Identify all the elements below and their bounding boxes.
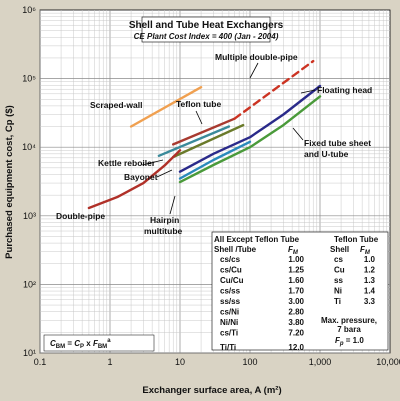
series-line-floating-head: [178, 84, 322, 173]
x-tick-label: 10: [175, 357, 185, 367]
teflon-row-fm: 1.3: [364, 276, 376, 285]
teflon-row-shell: Ti: [334, 297, 341, 306]
series-line-bayonet: [171, 123, 245, 159]
series-line-hairpin-multitube: [178, 140, 252, 180]
teflon-row-fm: 1.4: [364, 287, 376, 296]
label-teflon-tube: Teflon tube: [176, 99, 221, 109]
annotation-arrows: [141, 62, 316, 215]
material-row-shell: cs/Ti: [220, 329, 238, 338]
arrow-fixed-tube: [292, 127, 304, 141]
teflon-row-shell: Ni: [334, 287, 342, 296]
material-table-rows: cs/cs 1.00 cs/Cu 1.25 Cu/Cu 1.60 cs/ss 1.70 ss/s…: [220, 255, 305, 352]
arrow-multiple-double-pipe: [249, 62, 259, 79]
x-tick-label: 1: [107, 357, 112, 367]
teflon-row-fm: 3.3: [364, 297, 376, 306]
series-line-double-pipe: [87, 149, 182, 210]
x-tick-label: 10,000: [376, 357, 400, 367]
teflon-table-title: Teflon Tube: [334, 235, 379, 244]
y-tick-label: 10¹: [23, 348, 36, 358]
label-bayonet: Bayonet: [124, 172, 158, 182]
title-box: [141, 16, 271, 43]
label-hairpin: Hairpin: [150, 215, 179, 225]
material-row-fm: 3.80: [288, 318, 304, 327]
series-line-fixed-tube-sheet-and-u-tube: [178, 95, 322, 184]
teflon-row-fm: 1.2: [364, 266, 376, 275]
x-tick-label: 0.1: [34, 357, 47, 367]
material-row-fm: 1.00: [288, 255, 304, 264]
teflon-table-col-shell: Shell: [330, 245, 349, 254]
material-table-col-fm: FM: [288, 245, 299, 256]
formula: CBM = CP x FBMa: [50, 338, 111, 350]
material-row-shell: Cu/Cu: [220, 276, 244, 285]
teflon-table-rows: cs 1.0 Cu 1.2 ss 1.3 Ni 1.4 Ti 3.3: [334, 255, 376, 306]
label-kettle-reboiler: Kettle reboiler: [98, 158, 156, 168]
y-tick-label: 10³: [23, 211, 36, 221]
ticks: 0.1 1 10 100 1,000 10,000 10¹ 10² 10³ 10⁴ 10⁵ 10⁶: [22, 5, 400, 367]
material-table-col-shell: Shell /Tube: [214, 245, 257, 254]
teflon-row-fm: 1.0: [364, 255, 376, 264]
teflon-note-pressure: Max. pressure,: [321, 316, 377, 325]
material-row-fm: 7.20: [288, 329, 304, 338]
label-fixed-tube-sheet: Fixed tube sheet: [304, 138, 371, 148]
x-tick-label: 1,000: [309, 357, 332, 367]
label-fixed-tube-sheet-2: and U-tube: [304, 149, 349, 159]
formula-box: [43, 334, 155, 352]
material-row-fm: 2.80: [288, 308, 304, 317]
series-line-scraped-wall: [129, 85, 203, 128]
material-table-box: [211, 231, 389, 351]
y-tick-label: 10⁵: [22, 74, 36, 84]
material-row-fm: 1.60: [288, 276, 304, 285]
material-row-fm: 1.25: [288, 266, 304, 275]
teflon-fp: Fp = 1.0: [335, 336, 364, 347]
label-double-pipe: Double-pipe: [56, 211, 105, 221]
teflon-row-shell: cs: [334, 255, 343, 264]
teflon-row-shell: Cu: [334, 266, 345, 275]
y-tick-label: 10⁶: [22, 5, 36, 15]
material-row-shell: Ni/Ni: [220, 318, 238, 327]
material-row-fm: 12.0: [288, 343, 304, 352]
material-row-shell: cs/ss: [220, 287, 241, 296]
chart-subtitle: CE Plant Cost Index = 400 (Jan - 2004): [134, 32, 279, 41]
series-lines: [87, 59, 322, 210]
x-tick-label: 100: [242, 357, 257, 367]
material-row-fm: 1.70: [288, 287, 304, 296]
label-multiple-double-pipe: Multiple double-pipe: [215, 52, 298, 62]
teflon-note-bara: 7 bara: [337, 325, 361, 334]
series-line-multiple-double-pipe: [233, 59, 315, 120]
material-row-shell: cs/cs: [220, 255, 241, 264]
label-floating-head: Floating head: [317, 85, 372, 95]
material-row-shell: cs/Cu: [220, 266, 242, 275]
y-axis-label: Purchased equipment cost, Cp ($): [4, 105, 15, 259]
arrow-hairpin: [169, 195, 176, 215]
material-row-shell: cs/Ni: [220, 308, 239, 317]
chart-title: Shell and Tube Heat Exchangers: [129, 20, 284, 31]
x-axis-label: Exchanger surface area, A (m²): [142, 385, 281, 396]
material-row-shell: Ti/Ti: [220, 343, 236, 352]
series-line-teflon-tube: [171, 117, 236, 146]
teflon-table-col-fm: FM: [360, 245, 371, 256]
teflon-row-shell: ss: [334, 276, 343, 285]
arrow-bayonet: [156, 169, 173, 178]
material-row-fm: 3.00: [288, 297, 304, 306]
arrow-kettle: [141, 159, 164, 166]
material-table-title: All Except Teflon Tube: [214, 235, 300, 244]
y-tick-label: 10²: [23, 279, 36, 289]
y-tick-label: 10⁴: [22, 142, 36, 152]
arrow-floating-head: [300, 89, 316, 94]
material-row-shell: ss/ss: [220, 297, 241, 306]
arrow-teflon: [195, 110, 203, 125]
label-scraped-wall: Scraped-wall: [90, 100, 142, 110]
label-multitube: multitube: [144, 226, 183, 236]
series-line-kettle-reboiler: [157, 125, 231, 158]
